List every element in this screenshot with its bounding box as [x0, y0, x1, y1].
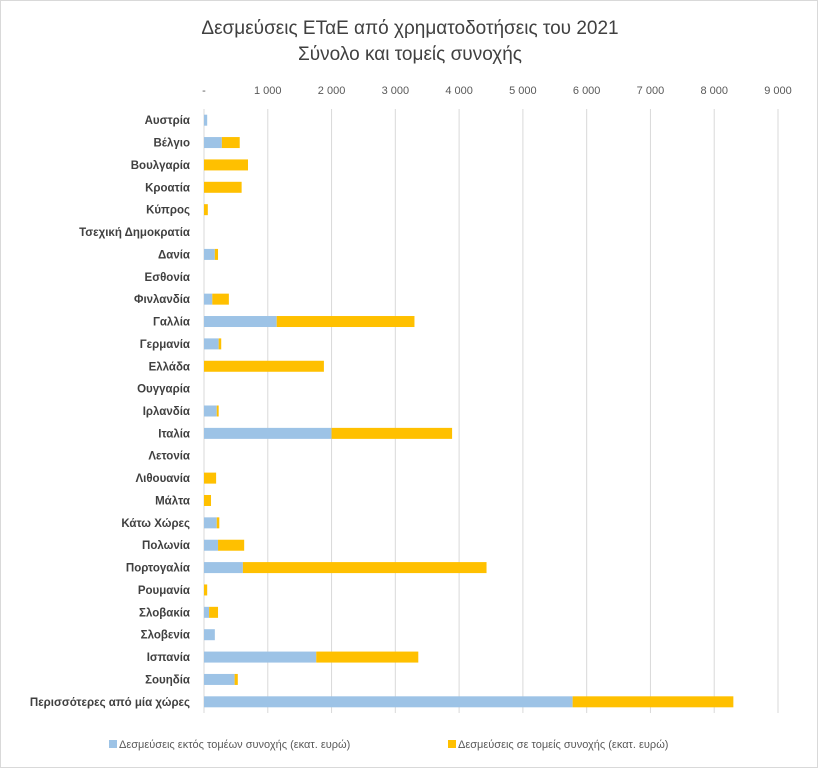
category-label: Δανία: [158, 249, 190, 261]
bar-outside-cohesion: [204, 629, 215, 641]
category-label: Ελλάδα: [149, 361, 190, 373]
category-label: Λιθουανία: [135, 473, 190, 485]
bar-outside-cohesion: [204, 248, 215, 260]
bar-cohesion: [218, 539, 245, 551]
x-tick-label: 9 000: [764, 85, 792, 97]
bar-cohesion: [204, 360, 324, 372]
bar-cohesion: [204, 472, 217, 484]
x-tick-label: 8 000: [700, 85, 728, 97]
category-label: Σλοβακία: [139, 607, 190, 619]
category-label: Περισσότερες από μία χώρες: [30, 697, 190, 709]
category-label: Κάτω Χώρες: [121, 518, 190, 530]
bar-outside-cohesion: [204, 539, 219, 551]
bar-outside-cohesion: [204, 673, 235, 685]
x-tick-label: -: [202, 85, 206, 97]
category-label: Κροατία: [145, 182, 190, 194]
bar-outside-cohesion: [204, 651, 317, 663]
x-tick-label: 7 000: [637, 85, 665, 97]
category-label: Κύπρος: [146, 205, 190, 217]
x-tick-label: 4 000: [445, 85, 473, 97]
bar-cohesion: [204, 181, 242, 193]
bar-cohesion: [204, 494, 212, 506]
chart-title-line-2: Σύνολο και τομείς συνοχής: [298, 44, 522, 65]
category-label: Πορτογαλία: [126, 563, 190, 575]
category-label: Ρουμανία: [138, 585, 190, 597]
x-tick-label: 2 000: [318, 85, 346, 97]
bar-cohesion: [216, 517, 220, 529]
category-label: Βέλγιο: [153, 138, 190, 150]
category-label: Αυστρία: [145, 115, 190, 127]
x-tick-label: 1 000: [254, 85, 282, 97]
bar-outside-cohesion: [204, 293, 213, 305]
bar-cohesion: [316, 651, 419, 663]
gridlines: [203, 109, 779, 713]
category-label: Ουγγαρία: [137, 384, 190, 396]
legend-label-outside-cohesion: Δεσμεύσεις εκτός τομέων συνοχής (εκατ. ε…: [119, 739, 350, 751]
category-label: Βουλγαρία: [131, 160, 190, 172]
bar-outside-cohesion: [204, 427, 332, 439]
category-label: Μάλτα: [155, 495, 190, 507]
bar-cohesion: [221, 137, 240, 149]
bar-cohesion: [204, 159, 249, 171]
legend: Δεσμεύσεις εκτός τομέων συνοχής (εκατ. ε…: [109, 739, 668, 751]
category-label: Πολωνία: [142, 540, 190, 552]
x-axis-tick-labels: - 1 000 2 000 3 000 4 000 5 000 6 000 7 000 8 00…: [202, 85, 792, 97]
bar-outside-cohesion: [204, 517, 217, 529]
bar-outside-cohesion: [204, 562, 243, 574]
bar-outside-cohesion: [204, 114, 208, 126]
bar-cohesion: [209, 606, 219, 618]
category-label: Σλοβενία: [141, 630, 190, 642]
category-label: Λετονία: [148, 451, 190, 463]
bar-outside-cohesion: [204, 696, 573, 708]
x-tick-label: 3 000: [382, 85, 410, 97]
bar-outside-cohesion: [204, 405, 217, 417]
category-label: Φινλανδία: [134, 294, 190, 306]
bar-cohesion: [216, 405, 219, 417]
bar-cohesion: [242, 562, 487, 574]
bar-cohesion: [214, 248, 219, 260]
legend-swatch-cohesion: [448, 740, 456, 748]
bar-cohesion: [234, 673, 238, 685]
category-label: Σουηδία: [145, 674, 190, 686]
bar-outside-cohesion: [204, 338, 219, 350]
legend-swatch-outside-cohesion: [109, 740, 117, 748]
bar-cohesion: [331, 427, 453, 439]
bar-cohesion: [212, 293, 229, 305]
bar-cohesion: [204, 584, 208, 596]
x-tick-label: 6 000: [573, 85, 601, 97]
category-label: Τσεχική Δημοκρατία: [79, 227, 190, 239]
category-label: Γερμανία: [140, 339, 190, 351]
chart-title-line-1: Δεσμεύσεις ΕΤαΕ από χρηματοδοτήσεις του …: [201, 18, 618, 39]
category-label: Γαλλία: [153, 317, 190, 329]
bar-cohesion: [276, 316, 415, 328]
category-label: Ιταλία: [158, 428, 190, 440]
category-label: Ισπανία: [147, 652, 190, 664]
category-label: Εσθονία: [145, 272, 190, 284]
bar-cohesion: [572, 696, 734, 708]
bars: [204, 114, 734, 708]
category-labels: Αυστρία Βέλγιο Βουλγαρία Κροατία Κύπρος Τσεχι…: [30, 115, 190, 709]
legend-label-cohesion: Δεσμεύσεις σε τομείς συνοχής (εκατ. ευρώ…: [458, 739, 668, 751]
bar-outside-cohesion: [204, 137, 222, 149]
bar-cohesion: [218, 338, 222, 350]
x-tick-label: 5 000: [509, 85, 537, 97]
bar-outside-cohesion: [204, 606, 210, 618]
bar-cohesion: [204, 204, 208, 216]
category-label: Ιρλανδία: [143, 406, 190, 418]
bar-outside-cohesion: [204, 316, 277, 328]
